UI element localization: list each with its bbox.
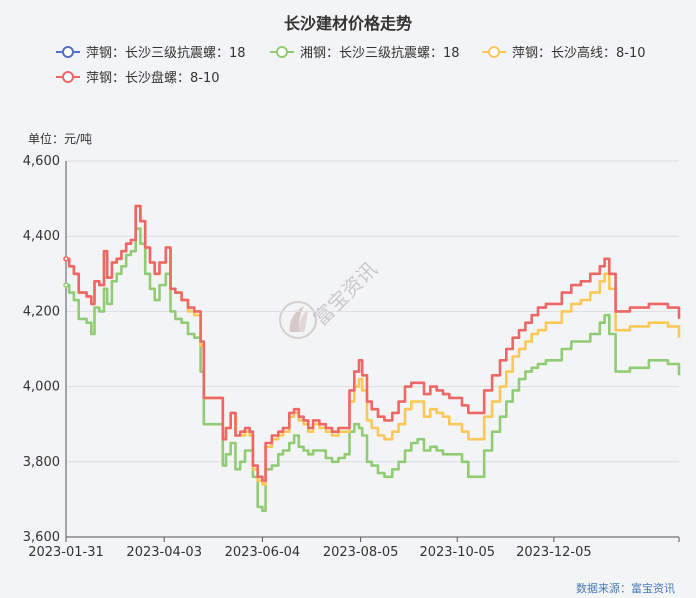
y-unit-label: 单位：元/吨 [28,131,92,146]
legend-marker [488,46,500,58]
legend-marker [62,71,74,83]
legend: 萍钢：长沙三级抗震螺：18 湘钢：长沙三级抗震螺：18 萍钢：长沙高线：8-10 萍钢… [56,45,646,86]
series-lines [63,204,681,512]
x-tick-label: 2023-04-03 [126,545,202,560]
y-axis: 4,600 4,400 4,200 4,000 3,800 3,600 [23,154,67,545]
legend-item[interactable]: 萍钢：长沙高线：8-10 [482,45,646,61]
series-line [66,227,681,512]
legend-marker [276,46,288,58]
x-tick-label: 2023-10-05 [419,545,495,560]
x-tick-label: 2023-12-05 [516,545,592,560]
legend-item[interactable]: 湘钢：长沙三级抗震螺：18 [270,46,460,61]
watermark-logo-icon [279,301,317,339]
legend-label: 萍钢：长沙盘螺：8-10 [86,70,220,86]
legend-marker [62,46,74,58]
x-tick-label: 2023-06-04 [225,545,301,560]
y-tick-label: 4,200 [23,304,60,319]
y-tick-label: 4,400 [23,229,60,244]
x-tick-label: 2023-08-05 [323,545,399,560]
legend-label: 湘钢：长沙三级抗震螺：18 [300,46,460,61]
x-tick-label: 2023-01-31 [28,545,104,560]
legend-label: 萍钢：长沙高线：8-10 [512,45,646,61]
y-tick-label: 3,800 [23,455,60,470]
x-axis: 2023-01-31 2023-04-03 2023-06-04 2023-08-05… [28,536,680,560]
y-tick-label: 4,600 [23,154,60,169]
y-tick-label: 3,600 [23,530,60,545]
legend-item[interactable]: 萍钢：长沙三级抗震螺：18 [56,46,246,61]
legend-label: 萍钢：长沙三级抗震螺：18 [86,46,246,61]
source-label: 数据来源：富宝资讯 [576,581,675,595]
y-tick-label: 4,000 [23,380,60,395]
series-point [63,282,69,288]
series-point [63,256,69,262]
series-line [66,204,681,482]
legend-item[interactable]: 萍钢：长沙盘螺：8-10 [56,70,220,86]
chart-title: 长沙建材价格走势 [284,14,412,33]
